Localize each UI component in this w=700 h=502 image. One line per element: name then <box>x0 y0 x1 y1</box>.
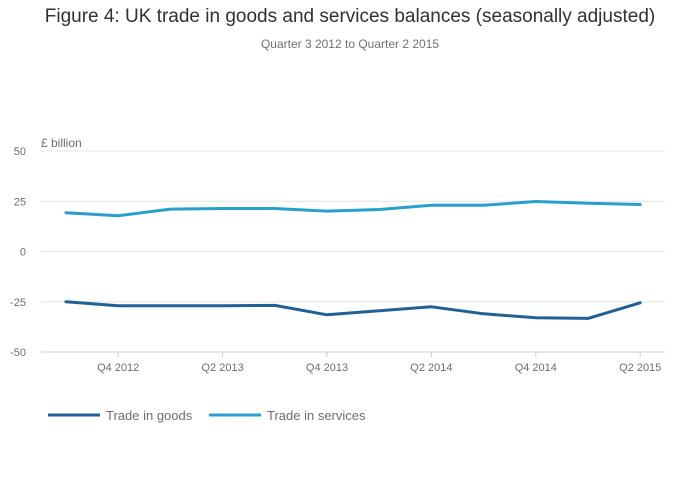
y-tick-label: -25 <box>10 297 26 309</box>
series-lines <box>64 200 642 320</box>
y-tick-label: 50 <box>14 146 26 158</box>
series-line-goods <box>64 300 642 320</box>
legend-label: Trade in services <box>267 408 366 423</box>
x-tick-label: Q4 2014 <box>515 362 557 374</box>
x-tick-label: Q4 2012 <box>97 362 139 374</box>
x-tick-label: Q2 2015 <box>619 362 661 374</box>
legend: Trade in goods Trade in services <box>48 408 366 423</box>
chart-title: Figure 4: UK trade in goods and services… <box>44 6 656 27</box>
y-tick-label: -50 <box>10 347 26 359</box>
x-tick-label: Q2 2013 <box>201 362 243 374</box>
y-tick-label: 0 <box>20 247 26 259</box>
x-axis: Q4 2012 Q2 2013 Q4 2013 Q2 2014 Q4 2014 Q2 20… <box>97 352 661 374</box>
series-line-services <box>64 200 642 218</box>
y-axis-label: £ billion <box>41 136 82 150</box>
y-axis: £ billion 50 25 0 -25 -50 <box>10 136 82 359</box>
chart-subtitle: Quarter 3 2012 to Quarter 2 2015 <box>260 37 440 51</box>
legend-item: Trade in services <box>209 408 366 423</box>
x-tick-label: Q2 2014 <box>410 362 452 374</box>
gridlines <box>41 150 665 353</box>
legend-item: Trade in goods <box>48 408 193 423</box>
legend-label: Trade in goods <box>106 408 193 423</box>
x-tick-label: Q4 2013 <box>306 362 348 374</box>
y-tick-label: 25 <box>14 196 26 208</box>
